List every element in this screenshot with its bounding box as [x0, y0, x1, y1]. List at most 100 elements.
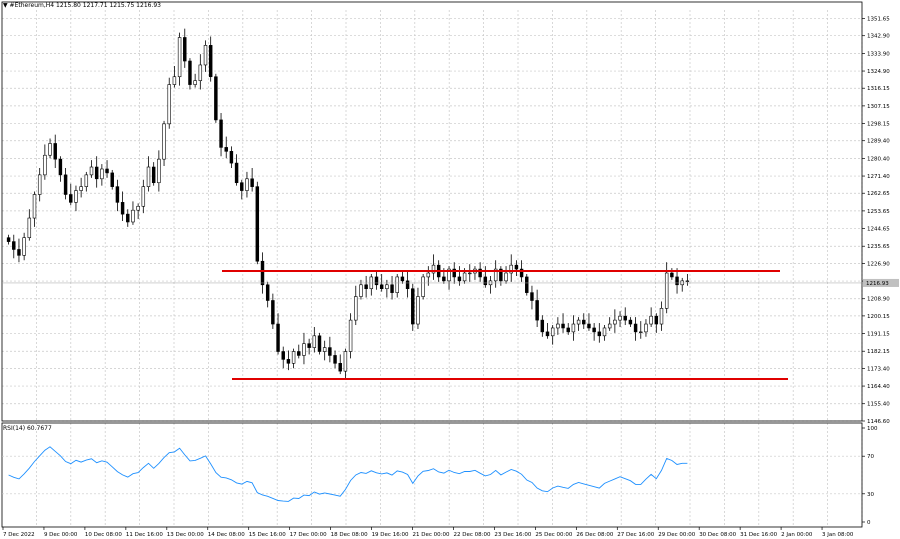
- candle-body: [32, 194, 37, 219]
- candle-body: [504, 272, 508, 282]
- x-tick-label: 17 Dec 00:00: [290, 532, 327, 538]
- x-tick-label: 23 Dec 16:00: [494, 532, 531, 538]
- candle-body: [644, 323, 648, 333]
- x-tick-label: 3 Jan 08:00: [822, 532, 854, 538]
- y-tick-label: 1316.15: [867, 86, 890, 92]
- candle-body: [530, 292, 534, 301]
- candle-body: [566, 327, 570, 333]
- x-tick-label: 10 Dec 08:00: [85, 532, 122, 538]
- candle-body: [364, 284, 368, 290]
- y-tick-label: 1164.40: [867, 384, 890, 390]
- candle-body: [229, 151, 234, 164]
- candle-body: [395, 276, 399, 293]
- candle-body: [582, 319, 586, 325]
- candle-body: [240, 182, 244, 191]
- candle-body: [58, 158, 63, 176]
- candle-body: [110, 172, 114, 187]
- rsi-tick-label: 0: [867, 520, 871, 526]
- candle-body: [525, 276, 529, 293]
- candle-body: [183, 37, 187, 62]
- candle-body: [255, 186, 260, 262]
- candle-body: [265, 284, 270, 301]
- candle-body: [421, 276, 425, 297]
- candle-body: [385, 284, 389, 290]
- y-tick-label: 1333.90: [867, 51, 890, 57]
- candle-body: [556, 323, 560, 329]
- x-tick-label: 27 Dec 16:00: [617, 532, 654, 538]
- y-tick-label: 1146.60: [867, 419, 890, 425]
- triangle-down-icon[interactable]: ▼: [3, 2, 8, 9]
- candle-body: [126, 213, 130, 223]
- candle-body: [576, 319, 581, 325]
- candle-body: [333, 355, 337, 364]
- x-tick-label: 22 Dec 08:00: [453, 532, 490, 538]
- y-tick-label: 1182.15: [867, 349, 890, 355]
- candle-body: [447, 268, 451, 282]
- candle-body: [120, 202, 125, 215]
- candle-body: [17, 249, 21, 256]
- candle-body: [431, 264, 436, 274]
- candle-body: [478, 268, 482, 278]
- candle-body: [405, 280, 410, 290]
- rsi-label: RSI(14) 60.7677: [3, 425, 52, 432]
- y-tick-label: 1208.90: [867, 297, 890, 303]
- candle-body: [157, 158, 161, 184]
- candle-body: [131, 209, 135, 223]
- candle-body: [172, 76, 177, 85]
- candle-body: [468, 272, 472, 275]
- x-tick-label: 14 Dec 08:00: [208, 532, 245, 538]
- current-price-label: 1216.93: [866, 281, 889, 287]
- x-tick-label: 26 Dec 08:00: [576, 532, 613, 538]
- y-tick-label: 1271.40: [867, 174, 890, 180]
- candle-body: [84, 174, 89, 187]
- candle-body: [188, 60, 192, 85]
- x-tick-label: 21 Dec 00:00: [413, 532, 450, 538]
- y-tick-label: 1342.90: [867, 34, 890, 40]
- candle-body: [416, 296, 420, 325]
- y-tick-label: 1253.65: [867, 209, 890, 215]
- x-tick-label: 25 Dec 00:00: [535, 532, 572, 538]
- rsi-tick-label: 30: [867, 492, 874, 498]
- candle-body: [286, 359, 291, 364]
- candle-body: [623, 315, 627, 321]
- candle-body: [167, 84, 171, 125]
- rsi-tick-label: 70: [867, 454, 874, 460]
- candle-body: [162, 123, 166, 160]
- candle-body: [224, 147, 228, 152]
- y-tick-label: 1324.90: [867, 69, 890, 75]
- candle-body: [250, 178, 254, 187]
- candle-body: [12, 241, 16, 250]
- candle-body: [597, 331, 602, 337]
- candle-body: [136, 205, 140, 211]
- y-tick-label: 1298.15: [867, 122, 890, 128]
- candle-body: [639, 331, 643, 333]
- candle-body: [48, 143, 52, 156]
- candle-body: [633, 323, 638, 333]
- candle-body: [685, 280, 690, 282]
- y-tick-label: 1307.15: [867, 104, 890, 110]
- symbol-label: #Ethereum,H4 1215.80 1217.71 1215.75 121…: [9, 2, 161, 9]
- candle-body: [146, 166, 151, 187]
- candle-body: [602, 327, 607, 337]
- candle-body: [22, 237, 26, 256]
- candle-body: [297, 351, 301, 356]
- candle-body: [493, 268, 498, 282]
- candle-body: [514, 264, 519, 270]
- candle-body: [89, 166, 94, 176]
- x-tick-label: 18 Dec 08:00: [331, 532, 368, 538]
- candle-body: [260, 260, 265, 286]
- candle-body: [208, 45, 213, 78]
- candle-body: [618, 315, 622, 321]
- candle-body: [675, 276, 679, 286]
- candle-body: [338, 362, 342, 372]
- x-tick-label: 9 Dec 00:00: [44, 532, 78, 538]
- candle-body: [592, 327, 596, 333]
- x-tick-label: 19 Dec 16:00: [372, 532, 409, 538]
- candle-body: [649, 315, 653, 325]
- candle-body: [374, 276, 379, 286]
- candle-body: [94, 166, 99, 180]
- y-tick-label: 1155.40: [867, 402, 890, 408]
- y-tick-label: 1289.40: [867, 139, 890, 145]
- candle-body: [271, 300, 275, 325]
